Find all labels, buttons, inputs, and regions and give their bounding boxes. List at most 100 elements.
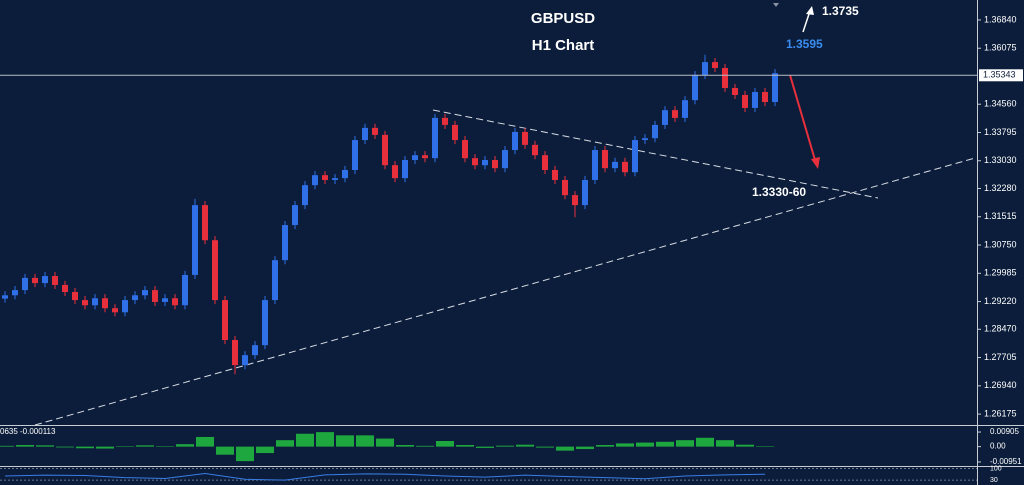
candle-body — [472, 158, 478, 166]
candle-body — [592, 150, 598, 180]
candle-body — [82, 300, 88, 306]
y-tick-label: 1.33795 — [984, 127, 1017, 137]
histogram-bar — [756, 446, 774, 447]
y-tick-label: -0.00951 — [990, 457, 1022, 466]
histogram-bar — [716, 440, 734, 447]
chart-subtitle: H1 Chart — [532, 37, 595, 54]
candle-body — [452, 124, 458, 141]
histogram-bar — [96, 446, 114, 449]
candle-body — [162, 298, 168, 302]
histogram-bar — [236, 446, 254, 462]
candle-body — [692, 75, 698, 101]
histogram-bar — [596, 445, 614, 447]
y-tick-label: 1.26175 — [984, 408, 1017, 418]
candle-body — [622, 161, 628, 173]
histogram-bar — [736, 444, 754, 447]
candle-body — [272, 260, 278, 301]
candle-body — [422, 155, 428, 159]
candle-body — [142, 290, 148, 296]
y-tick-label: 1.34560 — [984, 99, 1017, 109]
indicator-line — [4, 473, 766, 481]
histogram-bar — [196, 436, 214, 447]
histogram-bar — [176, 444, 194, 447]
y-tick-label: 1.36840 — [984, 14, 1017, 24]
histogram-bar — [556, 446, 574, 451]
y-tick-label: 1.36075 — [984, 43, 1017, 53]
y-tick-label: 1.32280 — [984, 183, 1017, 193]
candle-body — [432, 117, 438, 159]
annotation: 1.3735 — [822, 4, 859, 18]
histogram-bar — [416, 445, 434, 447]
histogram-bar — [576, 446, 594, 450]
histogram-bar — [636, 442, 654, 447]
candle-body — [712, 62, 718, 68]
candle-body — [232, 340, 238, 366]
histogram-bar — [496, 445, 514, 447]
candle-body — [152, 290, 158, 302]
candle-body — [352, 140, 358, 170]
histogram-bar — [396, 445, 414, 447]
candle-body — [72, 291, 78, 301]
histogram-bar — [476, 446, 494, 448]
histogram-bar — [216, 446, 234, 455]
histogram-bar — [656, 441, 674, 447]
y-tick-label: 0.00 — [990, 442, 1006, 451]
candle-body — [752, 92, 758, 108]
histogram-bar — [616, 443, 634, 447]
candle-body — [582, 179, 588, 206]
candle-body — [242, 355, 248, 366]
candle-body — [762, 92, 768, 102]
y-tick-label: 1.33030 — [984, 155, 1017, 165]
candle-body — [642, 138, 648, 141]
candle-body — [382, 134, 388, 166]
candle-body — [342, 170, 348, 179]
histogram-bar — [316, 432, 334, 447]
candle-body — [312, 175, 318, 186]
arrow — [802, 10, 811, 33]
histogram-bar — [136, 445, 154, 447]
candle-body — [392, 165, 398, 179]
histogram-bar — [156, 446, 174, 447]
candle-body — [42, 276, 48, 284]
candle-body — [112, 308, 118, 313]
trend-line — [432, 109, 879, 199]
chart-title: GBPUSD — [531, 10, 595, 27]
histogram-bar — [456, 445, 474, 447]
candle-body — [412, 155, 418, 161]
candle-body — [742, 94, 748, 108]
shift-marker — [773, 3, 779, 7]
candle-body — [652, 124, 658, 139]
candle-body — [462, 140, 468, 159]
y-tick-label: 0.00905 — [990, 427, 1019, 436]
candle-body — [52, 276, 58, 285]
candle-body — [552, 170, 558, 180]
histogram-bar — [0, 445, 14, 447]
histogram-bar — [56, 446, 74, 448]
candle-body — [332, 178, 338, 180]
candle-body — [252, 345, 258, 356]
histogram-bar — [436, 440, 454, 447]
candle-body — [362, 127, 368, 141]
histogram-bar — [536, 446, 554, 448]
indicator-label: 0635 -0.000113 — [0, 427, 56, 436]
candle-body — [402, 160, 408, 179]
candle-body — [372, 127, 378, 135]
y-tick-label: 100 — [990, 465, 1002, 472]
candle-body — [182, 274, 188, 306]
candle-body — [732, 87, 738, 95]
arrow-head — [806, 6, 814, 15]
candle-body — [632, 140, 638, 173]
candle-body — [102, 298, 108, 309]
candle-body — [542, 155, 548, 170]
candle-body — [262, 300, 268, 346]
annotation: 1.3595 — [786, 37, 823, 51]
histogram-bar — [336, 435, 354, 447]
histogram-bar — [256, 446, 274, 454]
candle-body — [502, 150, 508, 169]
histogram-bar — [676, 440, 694, 447]
current-price-label: 1.35343 — [983, 70, 1016, 80]
histogram-bar — [356, 435, 374, 447]
histogram-bar — [296, 433, 314, 447]
y-tick-label: 1.28470 — [984, 324, 1017, 334]
